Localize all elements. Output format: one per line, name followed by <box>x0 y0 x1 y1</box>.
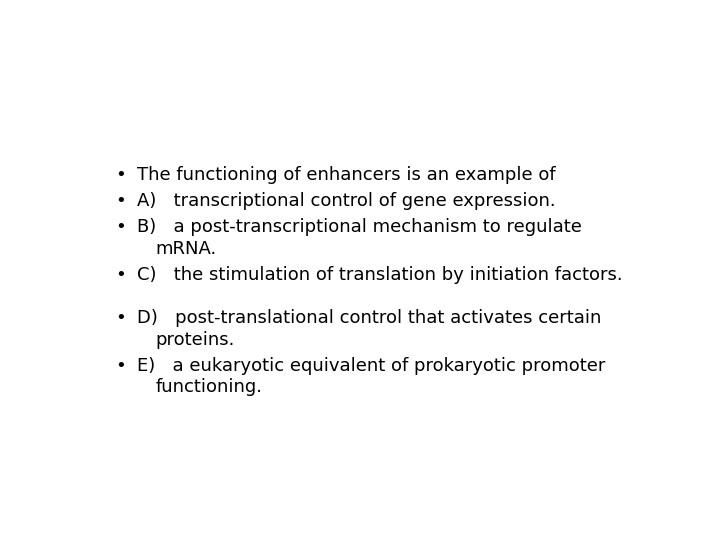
Text: proteins.: proteins. <box>156 330 235 349</box>
Text: •: • <box>115 357 126 375</box>
Text: A)   transcriptional control of gene expression.: A) transcriptional control of gene expre… <box>138 192 556 210</box>
Text: •: • <box>115 166 126 184</box>
Text: B)   a post-transcriptional mechanism to regulate: B) a post-transcriptional mechanism to r… <box>138 218 582 237</box>
Text: E)   a eukaryotic equivalent of prokaryotic promoter: E) a eukaryotic equivalent of prokaryoti… <box>138 357 606 375</box>
Text: D)   post-translational control that activates certain: D) post-translational control that activ… <box>138 309 602 327</box>
Text: •: • <box>115 192 126 210</box>
Text: mRNA.: mRNA. <box>156 240 217 258</box>
Text: functioning.: functioning. <box>156 378 263 396</box>
Text: C)   the stimulation of translation by initiation factors.: C) the stimulation of translation by ini… <box>138 266 623 284</box>
Text: The functioning of enhancers is an example of: The functioning of enhancers is an examp… <box>138 166 556 184</box>
Text: •: • <box>115 309 126 327</box>
Text: •: • <box>115 218 126 237</box>
Text: •: • <box>115 266 126 284</box>
